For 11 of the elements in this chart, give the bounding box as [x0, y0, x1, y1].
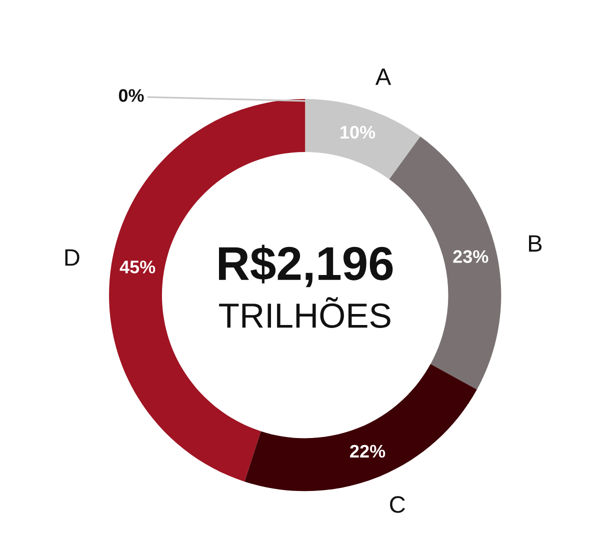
text: 0%	[118, 89, 144, 102]
data-label: 23%	[453, 250, 488, 263]
slice-label: D	[65, 249, 80, 266]
text: TRILHÕES	[219, 297, 390, 328]
slice-label: C	[390, 496, 405, 513]
data-label: 22%	[350, 444, 386, 458]
slice-label: A	[375, 68, 392, 85]
text: R$2,196	[218, 244, 393, 288]
donut-slice	[244, 364, 477, 492]
data-label: 45%	[120, 260, 156, 274]
slice-label: B	[529, 235, 542, 252]
